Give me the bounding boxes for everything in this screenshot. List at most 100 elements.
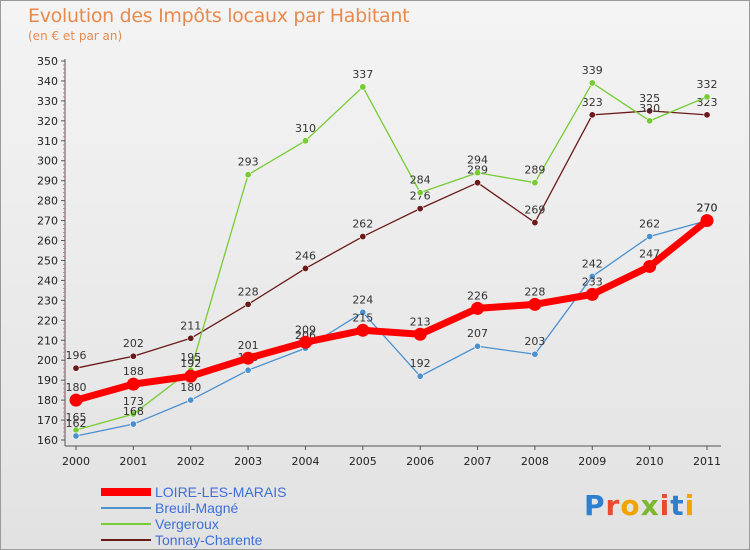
data-label: 192: [180, 357, 201, 370]
series-line: [75, 110, 708, 369]
data-point: [126, 377, 140, 391]
data-point: [187, 334, 195, 342]
y-tick-label: 330: [37, 95, 58, 108]
legend-label: LOIRE-LES-MARAIS: [155, 484, 287, 500]
data-point: [416, 205, 424, 213]
data-label: 192: [410, 357, 431, 370]
x-tick-label: 2009: [578, 455, 606, 468]
logo-letter: i: [659, 489, 671, 522]
data-label: 242: [582, 257, 603, 270]
logo-letter: i: [684, 489, 696, 522]
data-point: [184, 369, 198, 383]
data-label: 310: [295, 122, 316, 135]
x-tick-label: 2007: [464, 455, 492, 468]
data-point: [244, 366, 252, 374]
data-point: [474, 169, 482, 177]
data-point: [700, 214, 714, 228]
y-tick-label: 320: [37, 115, 58, 128]
y-tick-label: 310: [37, 135, 58, 148]
y-tick-label: 290: [37, 175, 58, 188]
data-point: [72, 364, 80, 372]
y-tick-label: 180: [37, 394, 58, 407]
data-label: 215: [352, 311, 373, 324]
legend-swatch: [101, 488, 151, 496]
data-label: 228: [524, 285, 545, 298]
data-label: 196: [66, 349, 87, 362]
data-point: [703, 93, 711, 101]
legend-item: Tonnay-Charente: [101, 532, 286, 548]
data-point: [531, 350, 539, 358]
data-point: [359, 233, 367, 241]
x-tick-label: 2000: [62, 455, 90, 468]
data-point: [244, 171, 252, 179]
data-label: 289: [524, 164, 545, 177]
y-tick-label: 190: [37, 374, 58, 387]
x-tick-label: 2003: [234, 455, 262, 468]
data-label: 262: [352, 218, 373, 231]
data-label: 269: [524, 204, 545, 217]
x-tick-label: 2010: [636, 455, 664, 468]
x-tick-label: 2011: [693, 455, 721, 468]
data-point: [72, 432, 80, 440]
data-label: 270: [697, 202, 718, 215]
data-point: [531, 219, 539, 227]
data-label: 332: [697, 78, 718, 91]
legend: LOIRE-LES-MARAIS Breuil-Magné Vergeroux Ton…: [101, 484, 286, 548]
data-label: 173: [123, 395, 144, 408]
data-point: [588, 111, 596, 119]
y-tick-label: 270: [37, 215, 58, 228]
data-point: [474, 342, 482, 350]
data-label: 233: [582, 275, 603, 288]
x-tick-label: 2006: [406, 455, 434, 468]
data-point: [416, 189, 424, 197]
data-point: [187, 396, 195, 404]
proxiti-logo: Proxiti: [584, 489, 695, 522]
legend-label: Tonnay-Charente: [155, 532, 263, 548]
legend-item: LOIRE-LES-MARAIS: [101, 484, 286, 500]
y-tick-label: 210: [37, 334, 58, 347]
data-label: 203: [524, 335, 545, 348]
y-tick-label: 250: [37, 254, 58, 267]
data-point: [359, 308, 367, 316]
legend-item: Breuil-Magné: [101, 500, 286, 516]
data-point: [69, 393, 83, 407]
x-tick-label: 2001: [119, 455, 147, 468]
data-point: [301, 264, 309, 272]
logo-letter: x: [640, 489, 660, 522]
data-point: [703, 111, 711, 119]
data-point: [129, 410, 137, 418]
data-label: 339: [582, 64, 603, 77]
data-label: 162: [66, 417, 87, 430]
x-tick-label: 2005: [349, 455, 377, 468]
logo-letter: t: [670, 489, 685, 522]
data-label: 247: [639, 247, 660, 260]
data-point: [244, 300, 252, 308]
data-point: [531, 179, 539, 187]
data-point: [588, 272, 596, 280]
data-label: 202: [123, 337, 144, 350]
y-tick-label: 230: [37, 294, 58, 307]
data-label: 188: [123, 365, 144, 378]
x-tick-label: 2008: [521, 455, 549, 468]
legend-swatch: [101, 523, 151, 525]
data-label: 323: [582, 96, 603, 109]
y-tick-label: 260: [37, 235, 58, 248]
data-label: 226: [467, 289, 488, 302]
y-tick-label: 220: [37, 314, 58, 327]
data-label: 224: [352, 293, 373, 306]
legend-swatch: [101, 539, 151, 541]
data-label: 325: [639, 92, 660, 105]
data-label: 180: [66, 381, 87, 394]
data-label: 201: [238, 339, 259, 352]
y-tick-label: 300: [37, 155, 58, 168]
data-label: 195: [180, 351, 201, 364]
data-label: 262: [639, 218, 660, 231]
data-point: [646, 107, 654, 115]
data-label: 209: [295, 323, 316, 336]
logo-letter: r: [605, 489, 621, 522]
legend-label: Breuil-Magné: [155, 500, 239, 516]
data-label: 211: [180, 319, 201, 332]
data-label: 337: [352, 68, 373, 81]
